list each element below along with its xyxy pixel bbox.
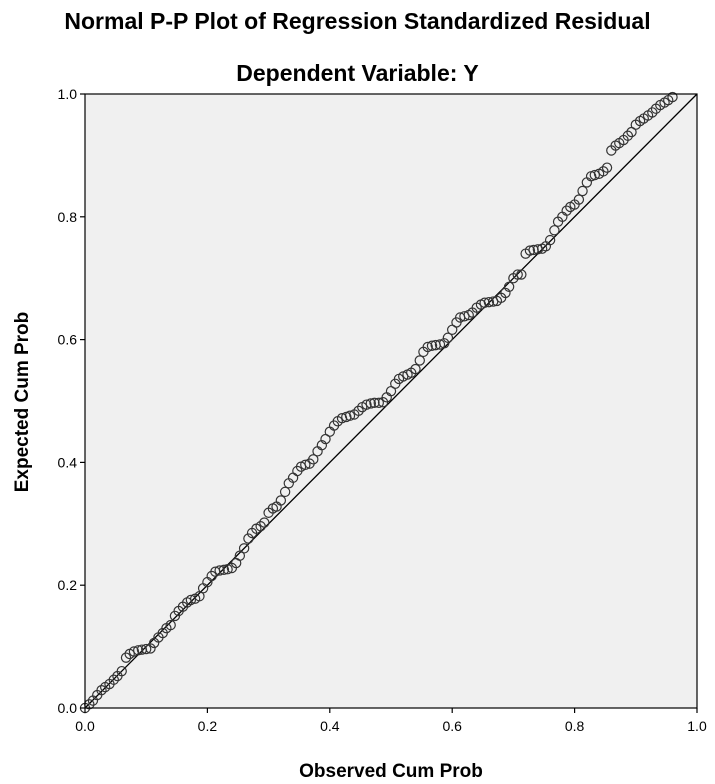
data-point-69 [361, 399, 372, 410]
y-tick-label: 1.0 [58, 86, 78, 102]
data-point-54 [300, 459, 311, 471]
x-tick-label: 0.6 [442, 718, 462, 734]
data-point-34 [218, 564, 230, 576]
y-tick-label: 0.4 [58, 454, 78, 470]
data-point-104 [503, 281, 515, 292]
data-point-115 [549, 225, 560, 236]
data-point-35 [222, 564, 233, 575]
y-tick-label: 0.8 [58, 209, 78, 225]
plot-frame [84, 93, 698, 709]
data-point-99 [483, 296, 495, 308]
data-point-21 [165, 619, 176, 631]
data-point-10 [120, 652, 132, 663]
y-tick-label: 0.0 [58, 700, 78, 716]
data-point-40 [243, 533, 254, 544]
data-point-121 [573, 194, 585, 205]
data-point-85 [426, 340, 438, 351]
data-point-67 [353, 405, 364, 417]
chart-subtitle: Dependent Variable: Y [236, 60, 479, 86]
data-point-88 [439, 338, 450, 349]
y-tick-label: 0.6 [58, 332, 78, 348]
data-point-44 [259, 517, 270, 528]
x-tick-label: 0.8 [565, 718, 585, 734]
points-group [79, 91, 678, 714]
x-tick-label: 0.4 [320, 718, 340, 734]
data-point-49 [279, 486, 291, 498]
data-point-144 [667, 91, 678, 103]
data-point-82 [414, 355, 425, 366]
data-point-63 [336, 412, 348, 424]
data-point-4 [96, 684, 107, 696]
data-point-70 [365, 398, 377, 409]
data-point-84 [422, 341, 433, 353]
data-point-114 [544, 234, 556, 246]
x-tick-label: 0.2 [198, 718, 218, 734]
data-point-81 [410, 363, 421, 375]
data-point-133 [622, 130, 634, 141]
data-point-56 [308, 454, 319, 465]
data-point-89 [442, 332, 454, 343]
data-point-72 [373, 397, 384, 409]
data-point-58 [316, 440, 328, 451]
data-point-7 [108, 674, 119, 685]
data-point-13 [133, 645, 144, 656]
data-point-118 [561, 205, 572, 216]
chart-title: Normal P-P Plot of Regression Standardiz… [64, 8, 651, 34]
data-point-125 [589, 169, 600, 181]
x-axis-title: Observed Cum Prob [299, 761, 483, 782]
data-point-103 [500, 287, 511, 299]
data-point-43 [255, 521, 266, 532]
data-point-127 [598, 166, 609, 177]
x-tick-label: 0.0 [75, 718, 95, 734]
data-point-139 [647, 107, 658, 118]
data-point-15 [140, 643, 152, 655]
data-point-39 [238, 543, 250, 554]
data-point-9 [116, 665, 127, 677]
axes: 0.0 0.2 0.4 0.6 0.8 1.0 0.0 0.2 0.4 0.6 0.8 1.0 [58, 86, 707, 734]
data-point-71 [369, 397, 380, 409]
data-point-12 [128, 646, 140, 657]
data-point-128 [601, 162, 613, 173]
data-point-33 [214, 565, 225, 576]
x-tick-label: 1.0 [687, 718, 707, 734]
data-point-107 [516, 269, 527, 280]
data-point-48 [275, 495, 287, 506]
data-point-106 [512, 269, 523, 280]
data-point-109 [524, 245, 536, 256]
y-axis-title: Expected Cum Prob [12, 312, 33, 493]
data-point-87 [434, 339, 446, 350]
y-tick-label: 0.2 [58, 577, 78, 593]
data-point-122 [577, 185, 588, 197]
data-point-65 [344, 410, 356, 421]
data-point-16 [145, 643, 156, 654]
data-point-26 [185, 594, 197, 606]
